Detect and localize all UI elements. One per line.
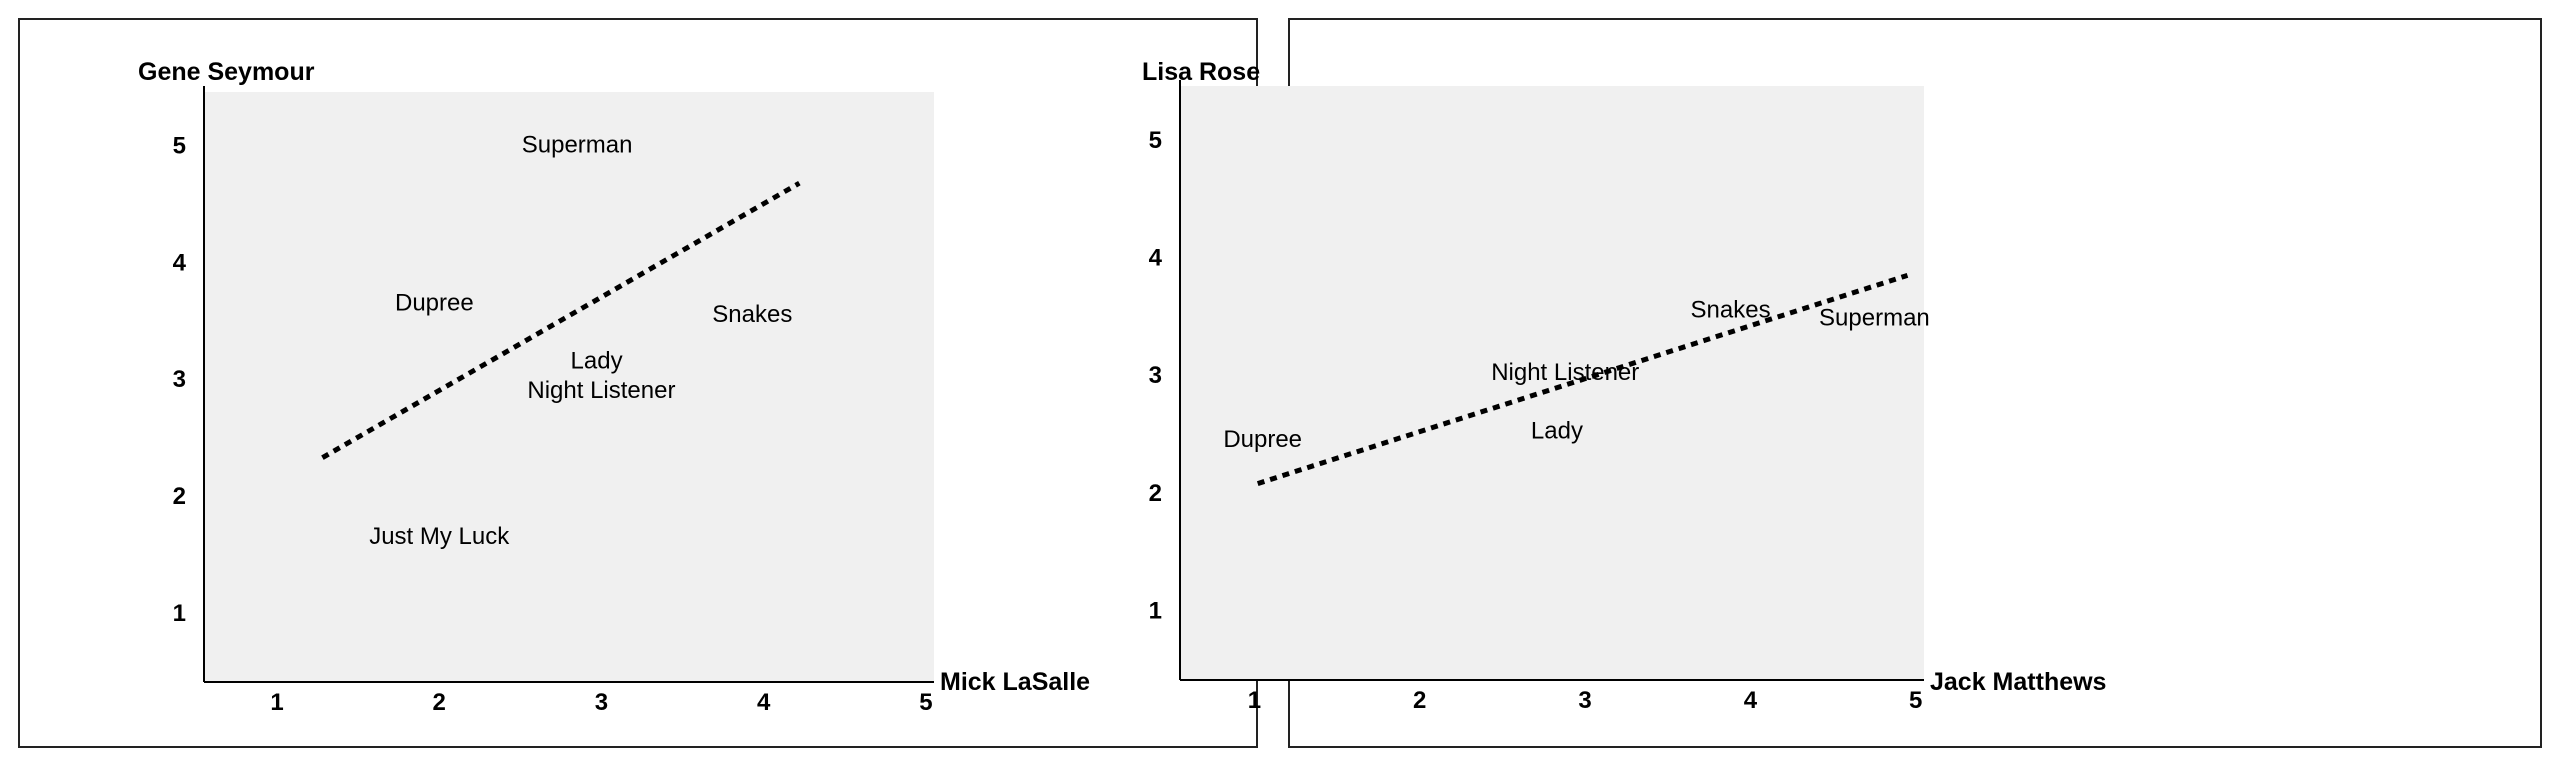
x-tick-label: 4: [1744, 687, 1758, 714]
x-axis-title: Mick LaSalle: [940, 668, 1090, 696]
x-tick-label: 5: [1909, 687, 1922, 714]
x-tick-label: 3: [595, 689, 608, 716]
y-tick-label: 5: [1149, 127, 1162, 154]
data-point-label: Night Listener: [527, 377, 675, 404]
y-tick-label: 2: [173, 483, 186, 510]
x-tick-label: 5: [919, 689, 932, 716]
y-tick-label: 3: [173, 366, 186, 393]
data-point-label: Snakes: [1691, 296, 1771, 323]
chart-panel-left: 1 2 3 4 5 1 2 3 4 5 Gene Seymour Mick LaSalle Superm…: [18, 18, 1258, 748]
scatter-chart-left: 1 2 3 4 5 1 2 3 4 5 Gene Seymour Mick LaSalle Superm…: [138, 58, 1090, 716]
plot-area: [1180, 86, 1924, 680]
y-tick-label: 1: [1149, 597, 1162, 624]
y-axis-title: Lisa Rose: [1142, 58, 1260, 86]
chart-panel-right: 1 2 3 4 5 1 2 3 4 5 Lisa Rose Jack Matthews Snakes Su…: [1142, 18, 2542, 748]
data-point-label: Dupree: [1223, 426, 1302, 453]
data-point-label: Snakes: [712, 301, 792, 328]
x-tick-label: 2: [1413, 687, 1426, 714]
data-point-label: Just My Luck: [369, 523, 510, 550]
trend-line: [321, 180, 801, 460]
x-tick-label: 4: [757, 689, 771, 716]
trend-line: [1256, 272, 1909, 486]
y-tick-label: 4: [173, 249, 187, 276]
data-point-label: Dupree: [395, 289, 474, 316]
y-tick-label: 4: [1149, 245, 1163, 272]
scatter-chart-right: 1 2 3 4 5 1 2 3 4 5 Lisa Rose Jack Matthews Snakes Su…: [1142, 58, 2106, 714]
data-point-label: Night Listener: [1491, 359, 1639, 386]
y-tick-label: 2: [1149, 480, 1162, 507]
data-point-label: Lady: [571, 348, 623, 375]
x-tick-label: 2: [433, 689, 446, 716]
x-tick-label: 1: [1248, 687, 1261, 714]
data-point-label: Lady: [1531, 418, 1583, 445]
y-tick-label: 1: [173, 600, 186, 627]
y-axis-title: Gene Seymour: [138, 58, 315, 86]
y-tick-label: 5: [173, 133, 186, 160]
y-tick-label: 3: [1149, 362, 1162, 389]
x-tick-label: 1: [270, 689, 283, 716]
x-tick-label: 3: [1578, 687, 1591, 714]
x-axis-title: Jack Matthews: [1930, 668, 2106, 696]
data-point-label: Superman: [1819, 305, 1930, 332]
data-point-label: Superman: [522, 132, 633, 159]
plot-area: [204, 92, 934, 682]
